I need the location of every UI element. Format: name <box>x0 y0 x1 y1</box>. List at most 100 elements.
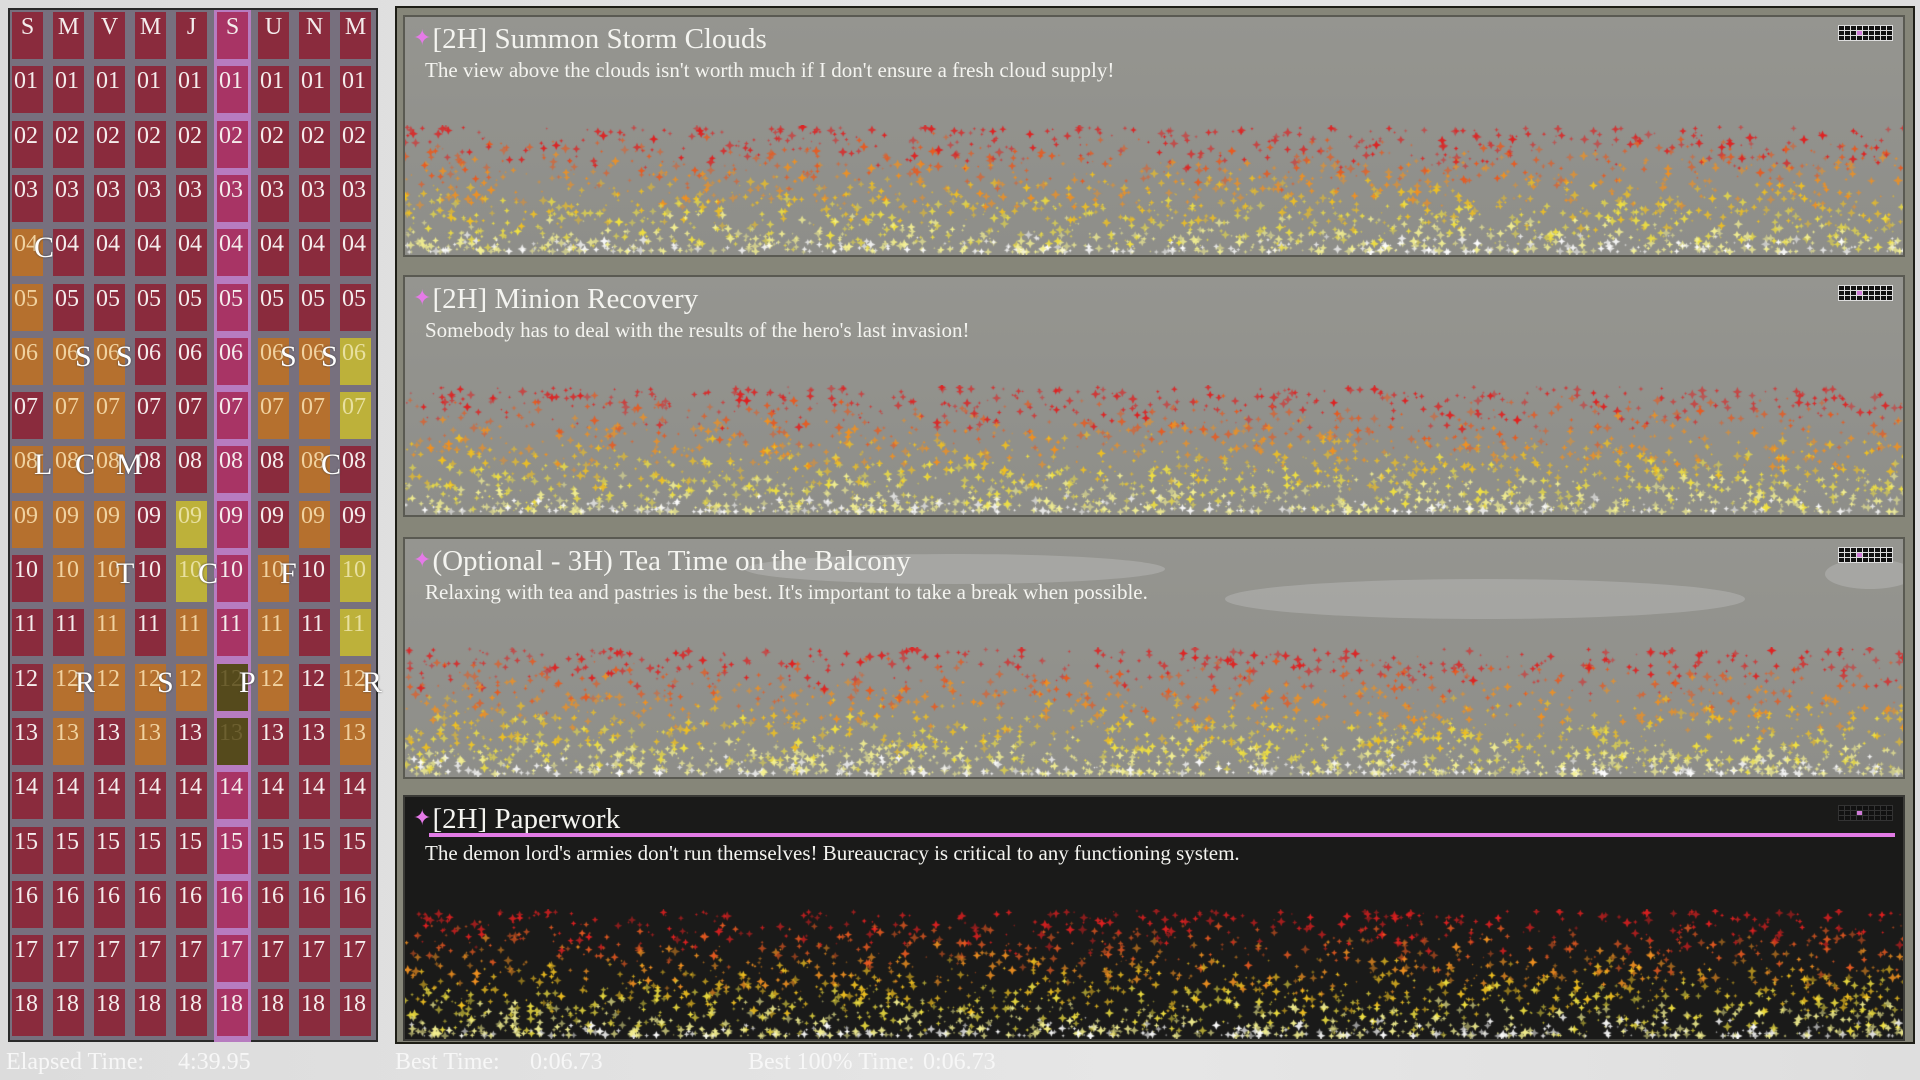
hour-slot[interactable]: 06 <box>94 337 125 385</box>
hour-slot[interactable]: 16 <box>176 880 207 928</box>
hour-slot[interactable]: 13 <box>299 717 330 765</box>
hour-slot[interactable]: 13 <box>53 717 84 765</box>
hour-slot[interactable]: 16 <box>217 880 248 928</box>
hour-slot[interactable]: 11 <box>340 609 371 657</box>
hour-slot[interactable]: 07 <box>258 392 289 440</box>
hour-slot[interactable]: 04 <box>53 229 84 277</box>
hour-slot[interactable]: 09 <box>12 500 43 548</box>
hour-slot[interactable]: 12 <box>53 663 84 711</box>
hour-slot[interactable]: 08 <box>217 446 248 494</box>
hour-slot[interactable]: 02 <box>258 120 289 168</box>
hour-slot[interactable]: 05 <box>53 283 84 331</box>
hour-slot[interactable]: 02 <box>299 120 330 168</box>
hour-slot[interactable]: 08 <box>135 446 166 494</box>
hour-slot[interactable]: 12 <box>94 663 125 711</box>
hour-slot[interactable]: 06 <box>12 337 43 385</box>
hour-slot[interactable]: 02 <box>12 120 43 168</box>
hour-slot[interactable]: 03 <box>217 174 248 222</box>
hour-slot[interactable]: 07 <box>299 392 330 440</box>
hour-slot[interactable]: 02 <box>340 120 371 168</box>
hour-slot[interactable]: 05 <box>299 283 330 331</box>
task-card[interactable]: ✦(Optional - 3H) Tea Time on the Balcony… <box>403 537 1905 779</box>
hour-slot[interactable]: 04 <box>135 229 166 277</box>
hour-slot[interactable]: 10 <box>340 555 371 602</box>
hour-slot[interactable]: 10 <box>135 555 166 602</box>
hour-slot[interactable]: 15 <box>258 826 289 874</box>
hour-slot[interactable]: 04 <box>12 229 43 277</box>
hour-slot[interactable]: 08 <box>340 446 371 494</box>
hour-slot[interactable]: 13 <box>258 717 289 765</box>
hour-slot[interactable]: 11 <box>258 609 289 657</box>
hour-slot[interactable]: 18 <box>176 989 207 1037</box>
hour-slot[interactable]: 11 <box>12 609 43 657</box>
hour-slot[interactable]: 09 <box>176 500 207 548</box>
hour-slot[interactable]: 04 <box>217 229 248 277</box>
hour-slot[interactable]: 10 <box>217 555 248 602</box>
hour-slot[interactable]: 10 <box>94 555 125 602</box>
hour-slot[interactable]: 16 <box>258 880 289 928</box>
hour-slot[interactable]: 12 <box>176 663 207 711</box>
hour-slot[interactable]: 10 <box>176 555 207 602</box>
hour-slot[interactable]: 10 <box>258 555 289 602</box>
hour-slot[interactable]: 04 <box>299 229 330 277</box>
hour-slot[interactable]: 18 <box>53 989 84 1037</box>
hour-slot[interactable]: 14 <box>217 772 248 820</box>
hour-slot[interactable]: 15 <box>176 826 207 874</box>
hour-slot[interactable]: 17 <box>299 935 330 983</box>
hour-slot[interactable]: 06 <box>217 337 248 385</box>
hour-slot[interactable]: 05 <box>340 283 371 331</box>
hour-slot[interactable]: 13 <box>340 717 371 765</box>
hour-slot[interactable]: 02 <box>53 120 84 168</box>
hour-slot[interactable]: 15 <box>135 826 166 874</box>
hour-slot[interactable]: 08 <box>12 446 43 494</box>
hour-slot[interactable]: 11 <box>135 609 166 657</box>
hour-slot[interactable]: 15 <box>299 826 330 874</box>
hour-slot[interactable]: 16 <box>340 880 371 928</box>
hour-slot[interactable]: 14 <box>299 772 330 820</box>
hour-slot[interactable]: 18 <box>340 989 371 1037</box>
hour-slot[interactable]: 16 <box>135 880 166 928</box>
hour-slot[interactable]: 03 <box>340 174 371 222</box>
hour-slot[interactable]: 07 <box>135 392 166 440</box>
task-card[interactable]: ✦[2H] Minion Recovery Somebody has to dea… <box>403 275 1905 517</box>
hour-slot[interactable]: 07 <box>53 392 84 440</box>
hour-slot[interactable]: 12 <box>217 663 248 711</box>
hour-slot[interactable]: 09 <box>135 500 166 548</box>
hour-slot[interactable]: 17 <box>94 935 125 983</box>
hour-slot[interactable]: 03 <box>176 174 207 222</box>
hour-slot[interactable]: 05 <box>94 283 125 331</box>
hour-slot[interactable]: 09 <box>258 500 289 548</box>
hour-slot[interactable]: 08 <box>94 446 125 494</box>
hour-slot[interactable]: 12 <box>340 663 371 711</box>
hour-slot[interactable]: 07 <box>94 392 125 440</box>
hour-slot[interactable]: 04 <box>176 229 207 277</box>
hour-slot[interactable]: 09 <box>299 500 330 548</box>
hour-slot[interactable]: 16 <box>53 880 84 928</box>
hour-slot[interactable]: 03 <box>135 174 166 222</box>
hour-slot[interactable]: 17 <box>12 935 43 983</box>
hour-slot[interactable]: 14 <box>53 772 84 820</box>
hour-slot[interactable]: 10 <box>53 555 84 602</box>
hour-slot[interactable]: 16 <box>94 880 125 928</box>
hour-slot[interactable]: 07 <box>176 392 207 440</box>
hour-slot[interactable]: 15 <box>94 826 125 874</box>
hour-slot[interactable]: 12 <box>135 663 166 711</box>
hour-slot[interactable]: 17 <box>135 935 166 983</box>
hour-slot[interactable]: 01 <box>340 66 371 114</box>
hour-slot[interactable]: 15 <box>12 826 43 874</box>
hour-slot[interactable]: 11 <box>94 609 125 657</box>
hour-slot[interactable]: 01 <box>176 66 207 114</box>
hour-slot[interactable]: 11 <box>299 609 330 657</box>
hour-slot[interactable]: 14 <box>135 772 166 820</box>
hour-slot[interactable]: 06 <box>340 337 371 385</box>
hour-slot[interactable]: 11 <box>217 609 248 657</box>
hour-slot[interactable]: 03 <box>258 174 289 222</box>
hour-slot[interactable]: 09 <box>340 500 371 548</box>
hour-slot[interactable]: 18 <box>12 989 43 1037</box>
hour-slot[interactable]: 18 <box>94 989 125 1037</box>
hour-slot[interactable]: 17 <box>258 935 289 983</box>
hour-slot[interactable]: 14 <box>176 772 207 820</box>
hour-slot[interactable]: 01 <box>94 66 125 114</box>
hour-slot[interactable]: 02 <box>135 120 166 168</box>
hour-slot[interactable]: 13 <box>135 717 166 765</box>
